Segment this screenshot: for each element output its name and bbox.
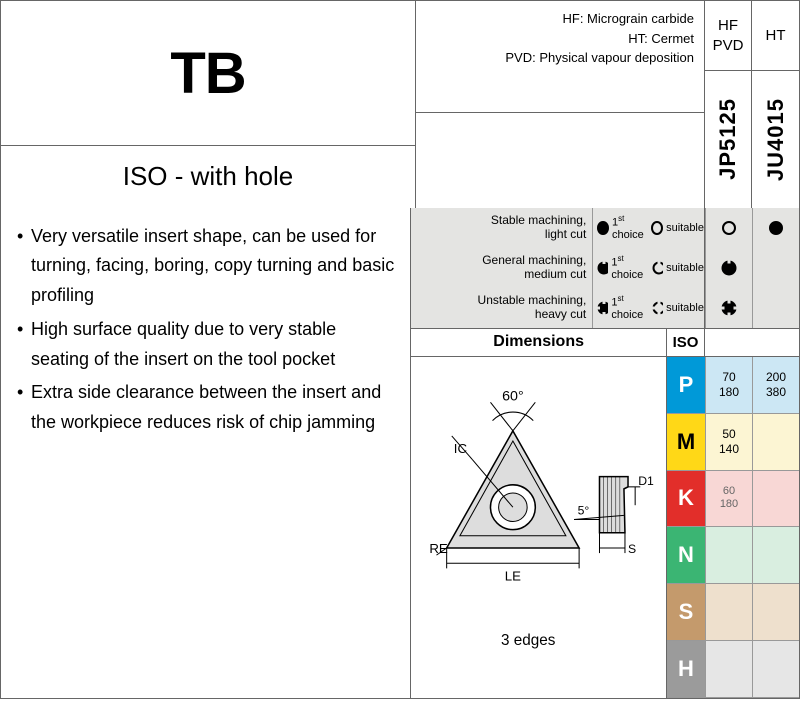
data-cell: 50140 [706,414,752,471]
diagram-iso-section: 60° IC RE LE [411,357,799,698]
grade-material: HT [752,1,799,71]
data-cell [753,414,799,471]
data-cell [706,641,752,698]
circle-open-icon [722,221,736,235]
grade-mark [706,248,752,288]
legend-icons: 1st choice suitable 1st choice suitable … [593,208,705,328]
circle-filled-icon [769,221,783,235]
top-section: TB ISO - with hole HF: Micrograin carbid… [1,1,799,208]
dimensions-label: Dimensions [411,329,667,356]
data-columns: 701805014060180 200380 [705,357,799,698]
legend-labels: Stable machining,light cut General machi… [411,208,593,328]
data-cell: 70180 [706,357,752,414]
grade-mark [753,248,799,288]
legend-row: Unstable machining,heavy cut [411,288,592,328]
header-left: TB ISO - with hole [1,1,416,208]
iso-cell-M: M [667,414,705,471]
feature-item: High surface quality due to very stable … [17,315,394,374]
iso-cell-H: H [667,641,705,698]
def-line: HT: Cermet [628,29,694,49]
bottom-section: Very versatile insert shape, can be used… [1,208,799,698]
circle-open-icon [651,221,663,235]
notch-open-icon [652,261,663,275]
five-deg-label: 5° [578,503,590,517]
features: Very versatile insert shape, can be used… [1,208,411,698]
angle-label: 60° [502,388,524,404]
grade-code: JU4015 [763,98,789,181]
grade-columns: HF PVD JP5125 HT JU4015 [705,1,799,208]
grade-code-box: JU4015 [752,71,799,208]
dimensions-header: Dimensions ISO [411,329,799,357]
notch-filled-icon [597,261,608,275]
data-cell [753,641,799,698]
technical-diagram: 60° IC RE LE [411,357,667,698]
le-label: LE [505,568,521,583]
def-line: HF: Micrograin carbide [563,9,695,29]
grade-mark [753,208,799,248]
ic-label: IC [454,441,468,456]
grade-code: JP5125 [715,98,741,180]
edges-label: 3 edges [501,632,556,649]
feature-item: Extra side clearance between the insert … [17,378,394,437]
grade-material: HF PVD [705,1,751,71]
legend-icon-row: 1st choice suitable [593,248,705,288]
grade-mark [706,288,752,328]
legend: Stable machining,light cut General machi… [411,208,799,329]
iso-cell-S: S [667,584,705,641]
product-code-box: TB [1,1,415,146]
header-right: HF: Micrograin carbide HT: Cermet PVD: P… [416,1,799,208]
grade-mark-col [705,208,752,328]
cross-filled-icon [721,300,737,316]
data-cell: 200380 [753,357,799,414]
grade-header-spacer [705,329,799,356]
grade-code-box: JP5125 [705,71,751,208]
catalog-page: TB ISO - with hole HF: Micrograin carbid… [0,0,800,699]
subtitle-box: ISO - with hole [1,146,415,208]
data-cell [706,584,752,641]
product-code: TB [170,40,245,107]
def-line: PVD: Physical vapour deposition [505,48,694,68]
notch-filled-icon [721,260,737,276]
iso-cell-N: N [667,527,705,584]
iso-cell-P: P [667,357,705,414]
cross-open-icon [652,301,663,315]
subtitle: ISO - with hole [123,161,294,192]
data-cell [753,527,799,584]
iso-column: PMKNSH [667,357,705,698]
grade-mark [753,288,799,328]
legend-icon-row: 1st choice suitable [593,288,705,328]
definitions: HF: Micrograin carbide HT: Cermet PVD: P… [416,1,705,113]
legend-row: General machining,medium cut [411,248,592,288]
cross-filled-icon [597,301,608,315]
grade-mark [706,208,752,248]
iso-header: ISO [667,329,705,356]
iso-cell-K: K [667,471,705,528]
d1-label: D1 [638,474,654,488]
legend-row: Stable machining,light cut [411,208,592,248]
grade-mark-col [752,208,799,328]
data-col-1: 701805014060180 [705,357,752,698]
right-panel: Stable machining,light cut General machi… [411,208,799,698]
circle-filled-icon [597,221,609,235]
s-label: S [628,542,636,556]
data-cell: 60180 [706,471,752,528]
legend-icon-row: 1st choice suitable [593,208,705,248]
grade-col-2: HT JU4015 [752,1,799,208]
feature-item: Very versatile insert shape, can be used… [17,222,394,311]
grade-col-1: HF PVD JP5125 [705,1,752,208]
data-col-2: 200380 [752,357,799,698]
data-cell [706,527,752,584]
data-cell [753,584,799,641]
grade-marks [705,208,799,328]
data-cell [753,471,799,528]
